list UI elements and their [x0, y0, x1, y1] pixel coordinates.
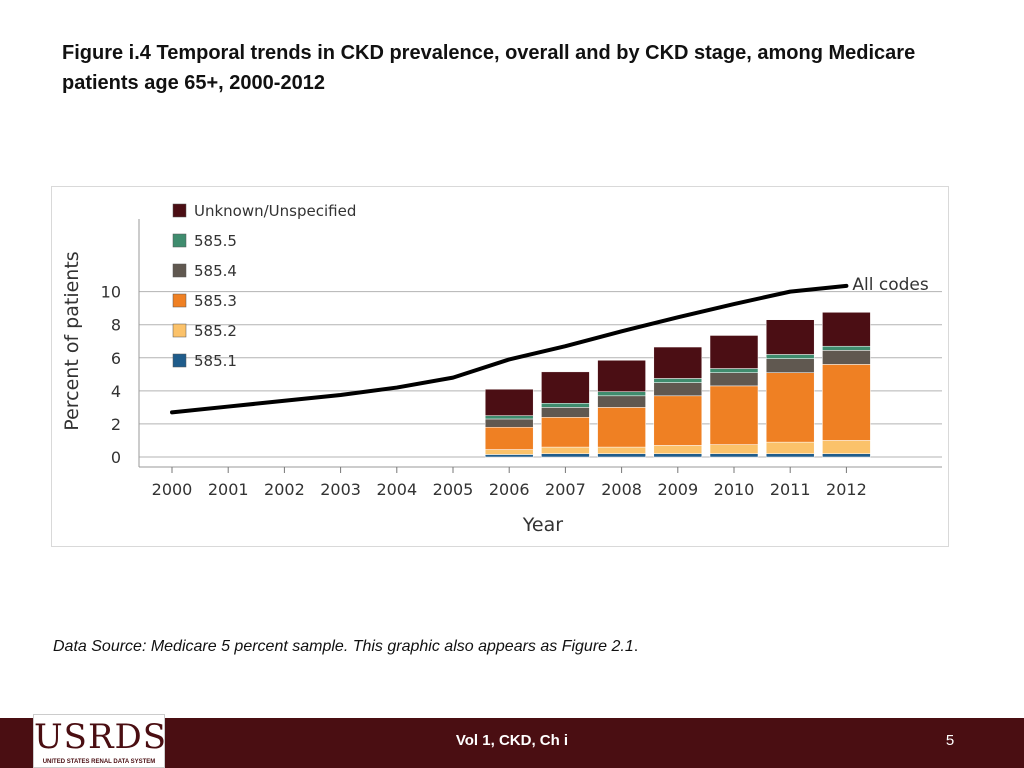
ckd-prevalence-chart: 0 2 4 6 8 10 2000 2001 2002 2003 2004 2005 2006 2007 2… — [61, 202, 942, 536]
bar-585-2-2006 — [484, 449, 534, 455]
data-source-period: . — [633, 638, 639, 655]
y-tick-label: 8 — [111, 316, 121, 335]
bar-585-3-2011 — [765, 372, 815, 443]
bar-585-3-2009 — [653, 395, 703, 446]
legend-swatch-585-5 — [172, 233, 187, 248]
x-tick-label: 2000 — [152, 480, 193, 499]
legend-label: 585.3 — [194, 292, 237, 310]
logo-wordmark: USRDS — [34, 717, 168, 757]
x-tick-label: 2005 — [433, 480, 474, 499]
x-tick-label: 2008 — [601, 480, 642, 499]
legend-label: 585.4 — [194, 262, 237, 280]
bar-585-1-2010 — [709, 453, 759, 458]
footer-bar — [0, 718, 1024, 768]
bar-585-2-2007 — [541, 446, 590, 454]
x-tick-label: 2006 — [489, 480, 530, 499]
x-tick-label: 2004 — [376, 480, 417, 499]
bar-585-4-2012 — [822, 350, 871, 365]
bar-585-5-2006 — [484, 415, 534, 420]
footer-label: Vol 1, CKD, Ch i — [455, 732, 569, 749]
bar-585-5-2007 — [541, 403, 590, 408]
bar-585-4-2010 — [709, 372, 759, 387]
legend-swatch-585-3 — [172, 293, 187, 308]
y-tick-label: 2 — [111, 415, 121, 434]
bar-585-5-2012 — [822, 345, 871, 351]
all-codes-label: All codes — [852, 275, 928, 295]
bar-585-3-2007 — [541, 417, 590, 448]
bar-585-1-2007 — [541, 453, 590, 458]
all-codes-line — [170, 283, 849, 415]
bar-585-2-2008 — [597, 446, 646, 454]
bar-585-1-2006 — [484, 454, 534, 458]
bar-585-5-2011 — [765, 354, 815, 359]
bar-585-5-2008 — [597, 391, 646, 397]
legend-swatch-585-4 — [172, 263, 187, 278]
bar-585-5-2010 — [709, 368, 759, 373]
bar-unknown-unspecified-2009 — [653, 346, 703, 379]
bar-585-3-2006 — [484, 426, 534, 450]
legend-label: 585.1 — [194, 352, 237, 370]
bar-585-1-2011 — [765, 453, 815, 458]
y-tick-label: 10 — [101, 283, 121, 302]
bar-unknown-unspecified-2006 — [484, 388, 534, 416]
bar-585-1-2012 — [822, 453, 871, 458]
usrds-logo: USRDS UNITED STATES RENAL DATA SYSTEM — [33, 714, 168, 768]
logo-subtitle: UNITED STATES RENAL DATA SYSTEM — [42, 759, 156, 765]
legend-label: 585.5 — [194, 232, 237, 250]
x-tick-label: 2011 — [770, 480, 811, 499]
y-tick-label: 6 — [111, 349, 121, 368]
x-tick-label: 2010 — [714, 480, 755, 499]
bar-585-4-2008 — [597, 395, 646, 408]
legend-swatch-585-1 — [172, 353, 187, 368]
x-tick-label: 2009 — [657, 480, 698, 499]
bar-unknown-unspecified-2011 — [765, 319, 815, 355]
data-source-text: Data Source: Medicare 5 percent sample. … — [53, 638, 634, 655]
legend-swatch-unknown-unspecified — [172, 203, 187, 218]
page-number: 5 — [945, 732, 955, 749]
bar-585-2-2010 — [709, 444, 759, 454]
data-source-note: Data Source: Medicare 5 percent sample. … — [53, 638, 953, 656]
legend-label: 585.2 — [194, 322, 237, 340]
bar-585-1-2008 — [597, 453, 646, 458]
chart-panel: 0 2 4 6 8 10 2000 2001 2002 2003 2004 2005 2006 2007 2… — [51, 186, 949, 547]
bar-585-4-2009 — [653, 382, 703, 397]
x-tick-label: 2007 — [545, 480, 586, 499]
bar-585-4-2011 — [765, 358, 815, 373]
y-tick-label: 0 — [111, 448, 121, 467]
bar-585-2-2009 — [653, 445, 703, 454]
y-tick-label: 4 — [111, 382, 121, 401]
y-axis-title: Percent of patients — [61, 251, 83, 430]
bar-585-2-2011 — [765, 441, 815, 454]
x-tick-label: 2012 — [826, 480, 867, 499]
x-tick-label: 2001 — [208, 480, 249, 499]
bar-unknown-unspecified-2012 — [822, 312, 871, 347]
bar-unknown-unspecified-2010 — [709, 335, 759, 369]
bar-585-3-2008 — [597, 407, 646, 448]
bar-unknown-unspecified-2007 — [541, 371, 590, 404]
bar-unknown-unspecified-2008 — [597, 360, 646, 392]
bar-585-1-2009 — [653, 453, 703, 458]
x-tick-label: 2003 — [320, 480, 361, 499]
x-axis-title: Year — [522, 514, 563, 536]
bar-585-4-2006 — [484, 418, 534, 428]
bar-585-5-2009 — [653, 378, 703, 383]
bar-585-3-2010 — [709, 385, 759, 445]
bar-585-4-2007 — [541, 407, 590, 418]
legend-label: Unknown/Unspecified — [194, 202, 356, 220]
slide-title: Figure i.4 Temporal trends in CKD preval… — [62, 42, 916, 94]
legend-swatch-585-2 — [172, 323, 187, 338]
bar-585-2-2012 — [822, 440, 871, 454]
bar-585-3-2012 — [822, 364, 871, 441]
x-tick-label: 2002 — [264, 480, 305, 499]
